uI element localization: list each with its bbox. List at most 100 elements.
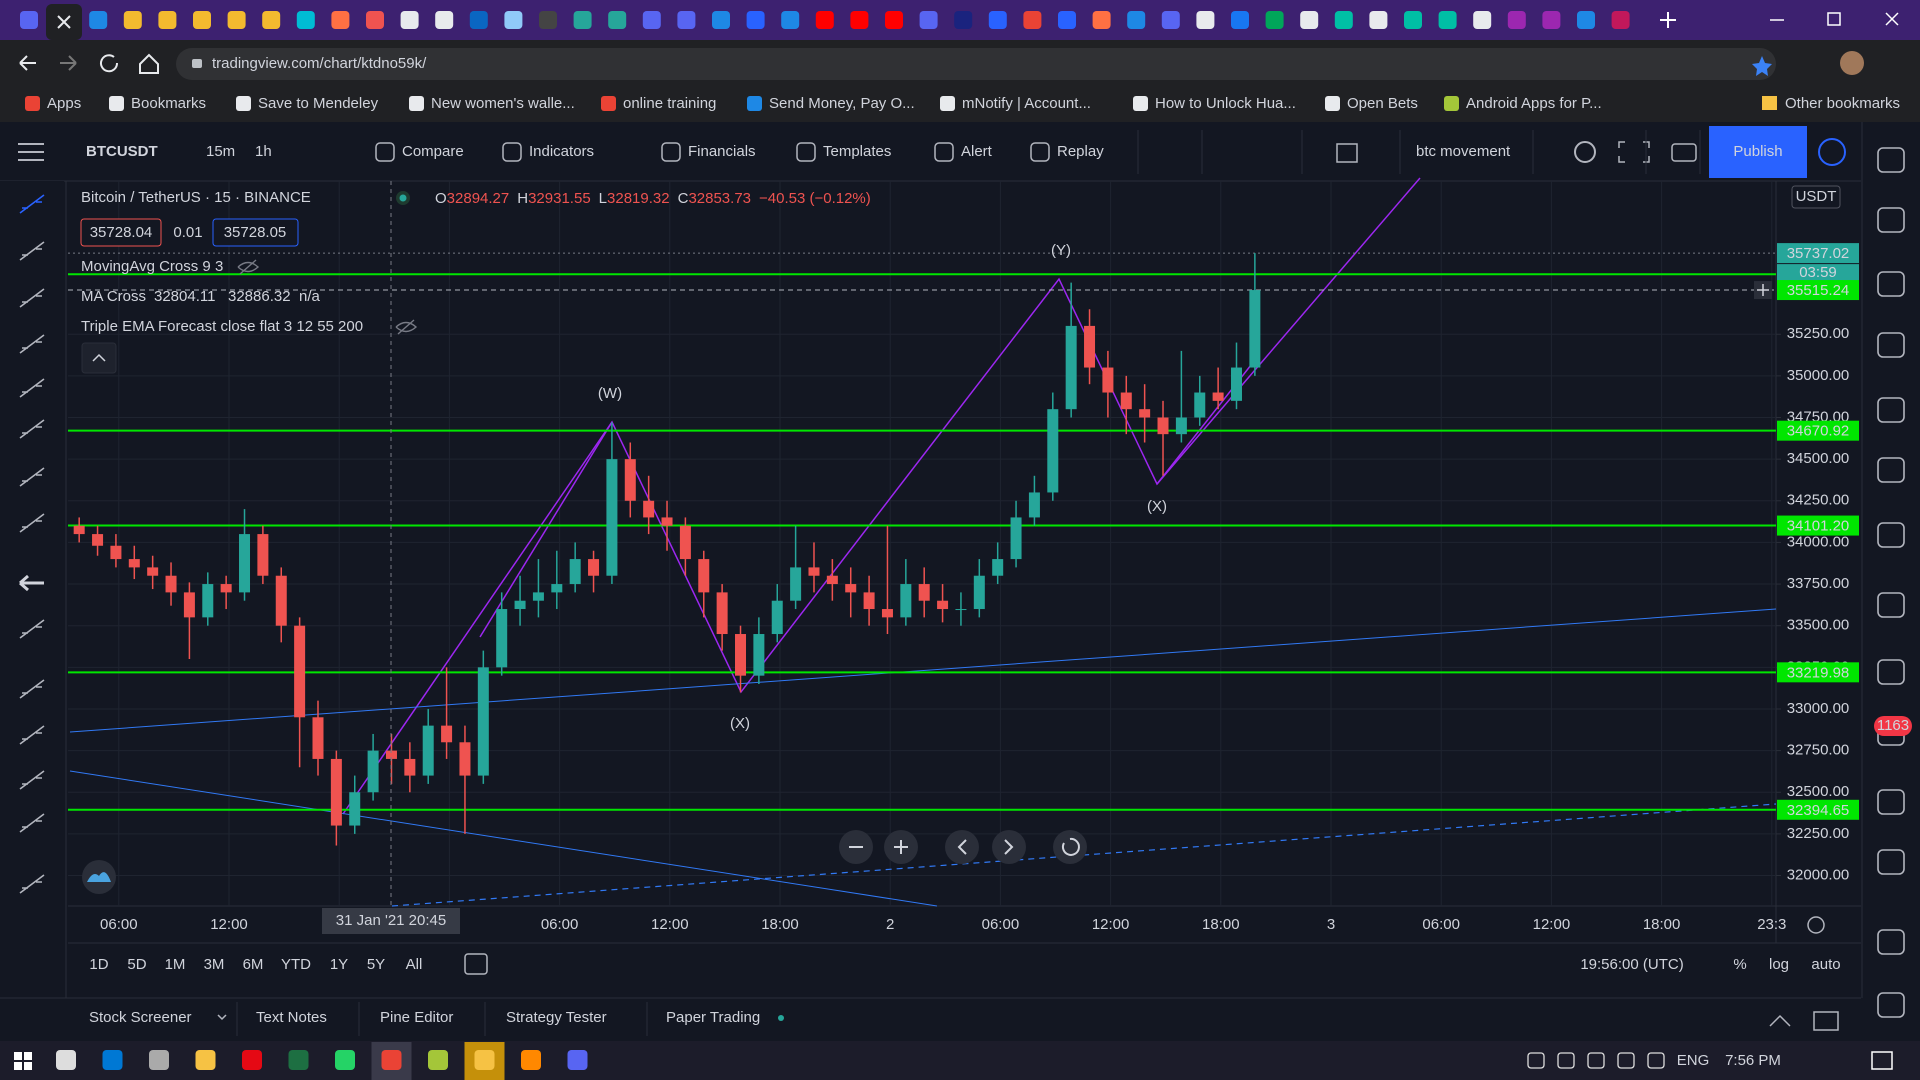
tab-icon[interactable]: [89, 11, 108, 29]
buy-button[interactable]: [212, 218, 299, 247]
wave-label[interactable]: (W): [598, 385, 622, 402]
toolbar-button[interactable]: Replay: [1057, 143, 1104, 160]
fullscreen-icon[interactable]: [1618, 141, 1650, 163]
tab-icon[interactable]: [504, 11, 523, 29]
taskbar-app[interactable]: [428, 1050, 448, 1070]
sidebar-icon[interactable]: [1877, 457, 1905, 483]
sidebar-icon[interactable]: [1877, 397, 1905, 423]
indicator[interactable]: MA Cross: [81, 288, 146, 305]
tool-icon[interactable]: [19, 874, 45, 894]
tool-icon[interactable]: [19, 288, 45, 308]
taskbar-app[interactable]: [242, 1050, 262, 1070]
bookmark[interactable]: Open Bets: [1347, 95, 1418, 112]
taskbar-app[interactable]: [335, 1050, 355, 1070]
tab-icon[interactable]: [20, 11, 38, 29]
taskbar-app[interactable]: [474, 1050, 495, 1070]
sidebar-icon[interactable]: [1877, 659, 1905, 685]
range-button[interactable]: All: [406, 956, 423, 973]
settings-icon[interactable]: [1574, 141, 1596, 163]
omnibox[interactable]: [176, 48, 1776, 80]
tool-icon[interactable]: [19, 725, 45, 745]
sidebar-icon[interactable]: [1877, 147, 1905, 173]
blue-trend-line[interactable]: [69, 770, 938, 907]
panel-tab[interactable]: Stock Screener: [89, 1009, 192, 1026]
taskbar-app[interactable]: [381, 1050, 402, 1070]
taskbar-app[interactable]: [195, 1050, 216, 1070]
bookmark[interactable]: Android Apps for P...: [1466, 95, 1602, 112]
taskbar-app[interactable]: [56, 1050, 76, 1070]
tab-icon[interactable]: [193, 11, 211, 29]
bookmark[interactable]: How to Unlock Hua...: [1155, 95, 1296, 112]
bookmark[interactable]: mNotify | Account...: [962, 95, 1091, 112]
tab-icon[interactable]: [746, 11, 765, 29]
back-button[interactable]: [19, 55, 36, 71]
tab-icon[interactable]: [227, 11, 246, 29]
tool-icon[interactable]: [19, 467, 45, 487]
tool-icon[interactable]: [19, 334, 45, 354]
tab-icon[interactable]: [262, 11, 281, 29]
toolbar-button[interactable]: Compare: [402, 143, 464, 160]
tab-icon[interactable]: [1161, 11, 1180, 29]
tool-icon[interactable]: [19, 813, 45, 833]
close-window[interactable]: [1885, 12, 1899, 26]
tab-icon[interactable]: [469, 11, 488, 29]
tab-icon[interactable]: [1369, 11, 1388, 29]
snapshot-icon[interactable]: [1671, 143, 1697, 162]
range-button[interactable]: 3M: [204, 956, 225, 973]
scroll-right[interactable]: [992, 830, 1026, 864]
tab-icon[interactable]: [919, 11, 938, 29]
sidebar-icon[interactable]: [1877, 992, 1905, 1018]
panel-tab[interactable]: Paper Trading: [666, 1009, 760, 1026]
scale-option[interactable]: log: [1769, 956, 1789, 973]
replay-play-button[interactable]: [1818, 138, 1846, 166]
profile-avatar[interactable]: [1840, 51, 1864, 75]
toolbar-button[interactable]: Alert: [961, 143, 993, 160]
bookmark[interactable]: Save to Mendeley: [258, 95, 379, 112]
tab-icon[interactable]: [1438, 11, 1457, 29]
layout-name[interactable]: btc movement: [1416, 143, 1511, 160]
tab-icon[interactable]: [1023, 11, 1042, 29]
toolbar-button[interactable]: Templates: [823, 143, 891, 160]
interval[interactable]: 15m: [206, 143, 235, 160]
tab-icon[interactable]: [296, 11, 315, 29]
bookmark[interactable]: online training: [623, 95, 716, 112]
tab-icon[interactable]: [1404, 11, 1422, 29]
tab-icon[interactable]: [573, 11, 592, 29]
symbol[interactable]: BTCUSDT: [86, 143, 158, 160]
tab-icon[interactable]: [1231, 11, 1249, 29]
tool-icon[interactable]: [19, 513, 45, 533]
tab-icon[interactable]: [850, 11, 869, 29]
tool-icon[interactable]: [19, 574, 44, 592]
tab-icon[interactable]: [539, 11, 557, 29]
tab-icon[interactable]: [885, 11, 903, 29]
tool-icon[interactable]: [19, 619, 45, 639]
tool-icon[interactable]: [19, 194, 45, 214]
tab-icon[interactable]: [1542, 11, 1561, 29]
symbol-title[interactable]: Bitcoin / TetherUS · 15 · BINANCE: [81, 189, 311, 206]
tab-icon[interactable]: [158, 11, 177, 29]
scale-option[interactable]: %: [1733, 956, 1746, 973]
sidebar-icon[interactable]: [1877, 332, 1905, 358]
interval[interactable]: 1h: [255, 143, 272, 160]
wave-trend-line[interactable]: [342, 177, 1421, 815]
layout-select[interactable]: [1336, 143, 1358, 163]
tab-icon[interactable]: [988, 11, 1007, 29]
tab-icon[interactable]: [677, 11, 696, 29]
tab-icon[interactable]: [781, 11, 800, 29]
tab-icon[interactable]: [435, 11, 454, 29]
reset-chart[interactable]: [1053, 830, 1087, 864]
range-button[interactable]: 1M: [165, 956, 186, 973]
goto-date[interactable]: [464, 953, 488, 975]
panel-tab[interactable]: Pine Editor: [380, 1009, 453, 1026]
indicator-hidden[interactable]: MovingAvg Cross 9 3: [81, 258, 223, 275]
range-button[interactable]: 6M: [243, 956, 264, 973]
new-tab[interactable]: [1660, 12, 1676, 28]
indicator-hidden[interactable]: Triple EMA Forecast close flat 3 12 55 2…: [81, 318, 363, 335]
tab-icon[interactable]: [815, 11, 834, 29]
menu-icon[interactable]: [18, 143, 44, 161]
range-button[interactable]: 5Y: [367, 956, 385, 973]
other-bookmarks[interactable]: Other bookmarks: [1785, 95, 1900, 112]
tab-icon[interactable]: [1334, 11, 1353, 29]
tool-icon[interactable]: [19, 241, 45, 261]
restore[interactable]: [1827, 12, 1841, 26]
